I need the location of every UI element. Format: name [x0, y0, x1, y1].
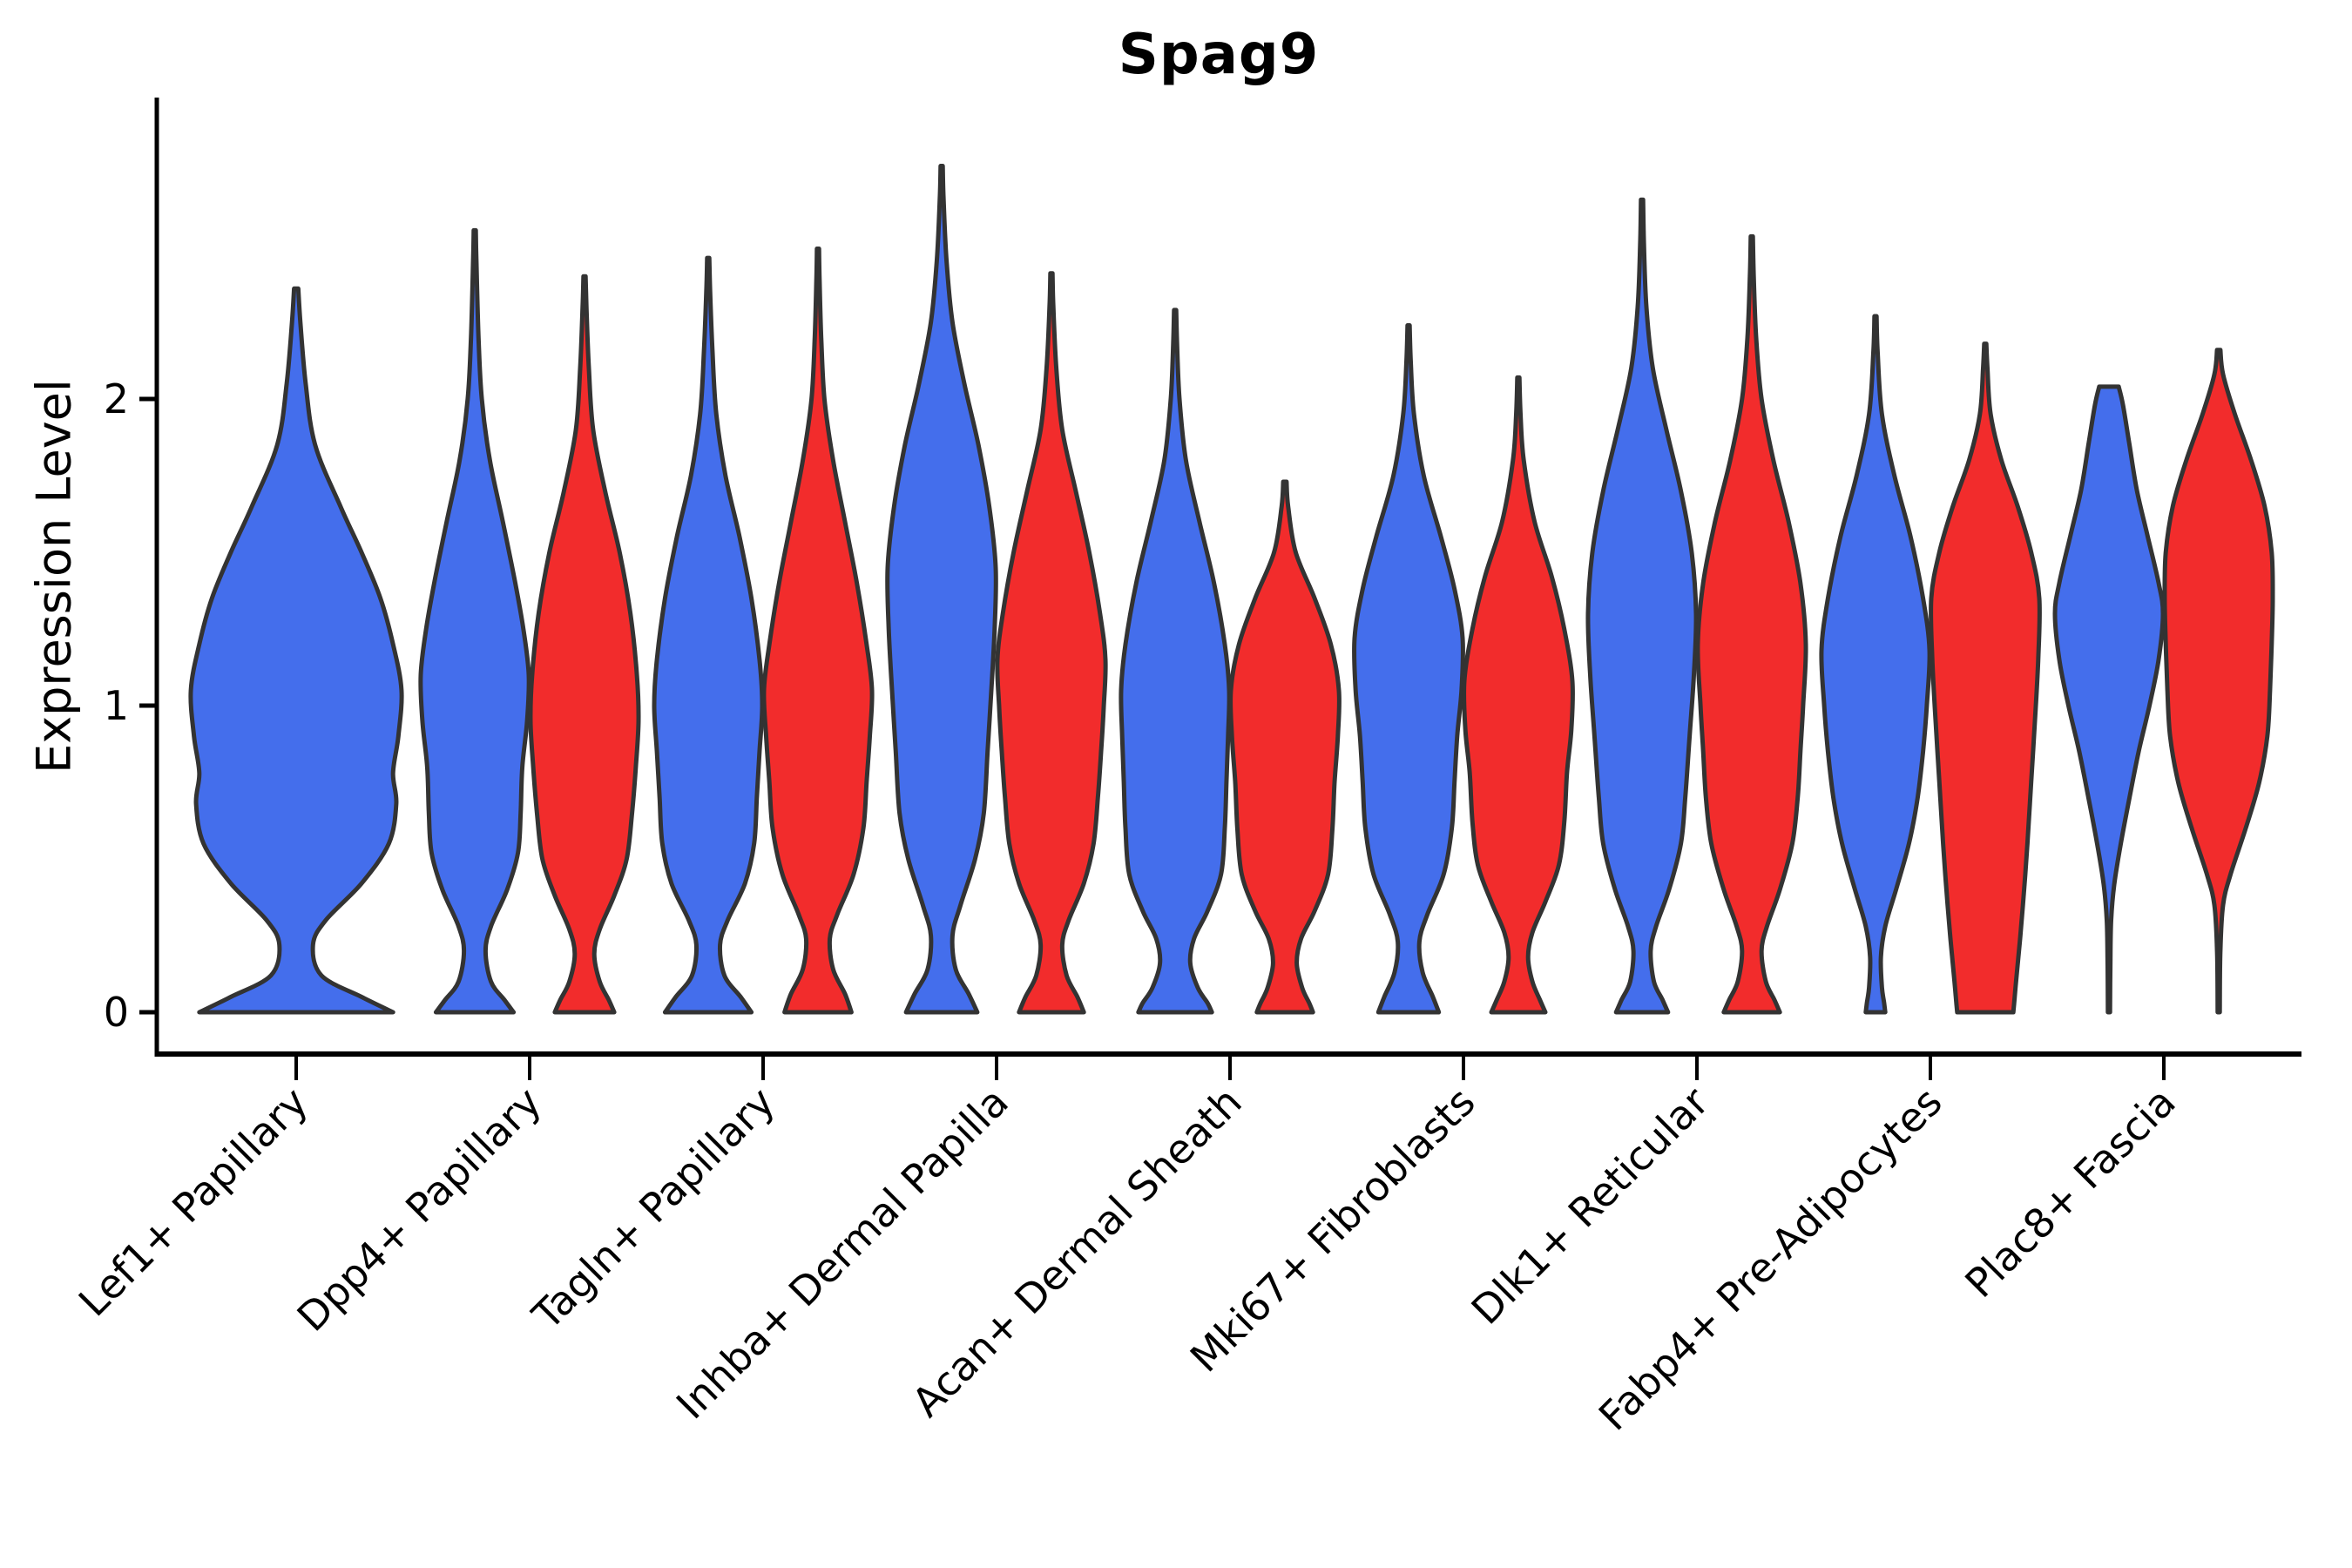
x-tick-label: Lef1+ Papillary [70, 1078, 317, 1326]
violin-0-blue [188, 286, 404, 1015]
violin-5-red [1461, 375, 1576, 1015]
violin-8-blue [2052, 384, 2166, 1015]
chart-title: Spag9 [1118, 23, 1320, 87]
x-tick-label: Dlk1+ Reticular [1463, 1078, 1718, 1334]
violin-1-blue [418, 227, 531, 1015]
violin-1-red [528, 274, 641, 1015]
violin-4-red [1228, 479, 1342, 1015]
violin-4-blue [1119, 308, 1232, 1015]
violin-2-blue [652, 255, 765, 1015]
x-tick-label: Plac8+ Fascia [1956, 1078, 2184, 1307]
x-tick-label: Dpp4+ Papillary [288, 1078, 551, 1341]
violin-5-blue [1351, 323, 1466, 1015]
violin-6-blue [1585, 197, 1699, 1015]
violin-8-red [2162, 348, 2275, 1015]
violin-3-blue [885, 164, 998, 1015]
y-tick-label: 1 [104, 682, 129, 729]
violin-2-red [761, 247, 875, 1015]
violin-7-blue [1819, 314, 1932, 1015]
violin-6-red [1695, 233, 1808, 1015]
violin-3-red [995, 271, 1108, 1015]
x-tick-label: Tagln+ Papillary [523, 1078, 784, 1340]
y-tick-label: 2 [104, 375, 129, 422]
y-tick-label: 0 [104, 989, 129, 1036]
violin-7-red [1929, 341, 2042, 1015]
